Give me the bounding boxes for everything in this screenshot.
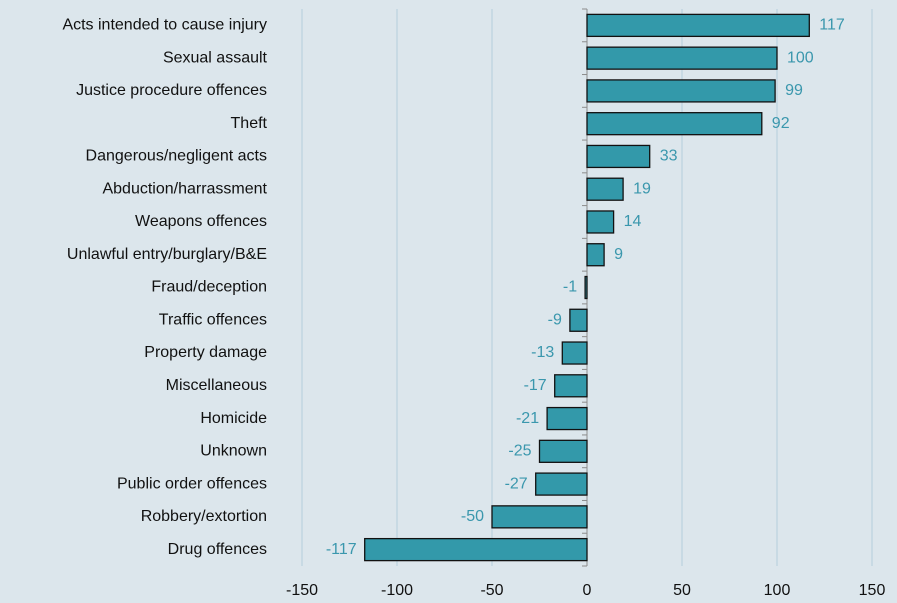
bar bbox=[586, 46, 778, 70]
category-label: Acts intended to cause injury bbox=[62, 17, 267, 34]
value-label: -50 bbox=[461, 508, 484, 525]
category-label: Theft bbox=[231, 115, 268, 132]
value-label: 14 bbox=[624, 213, 642, 230]
value-label: -13 bbox=[531, 344, 554, 361]
bar bbox=[586, 112, 763, 136]
value-label: -25 bbox=[508, 443, 531, 460]
x-tick-label: 50 bbox=[673, 582, 691, 599]
category-label: Drug offences bbox=[168, 541, 267, 558]
bar bbox=[586, 210, 615, 234]
bar bbox=[364, 537, 588, 562]
category-label: Justice procedure offences bbox=[76, 82, 267, 99]
bar bbox=[586, 177, 624, 201]
category-label: Traffic offences bbox=[159, 311, 267, 328]
bar bbox=[586, 144, 651, 169]
value-label: -1 bbox=[563, 279, 577, 296]
x-tick-label: -50 bbox=[480, 582, 503, 599]
value-label: 9 bbox=[614, 246, 623, 263]
x-tick-label: 0 bbox=[583, 582, 592, 599]
value-label: 33 bbox=[660, 148, 678, 165]
bar bbox=[586, 243, 605, 267]
value-label: -21 bbox=[516, 410, 539, 427]
x-tick-label: 150 bbox=[859, 582, 886, 599]
bar bbox=[584, 275, 588, 300]
x-tick-label: -100 bbox=[381, 582, 413, 599]
category-label: Dangerous/negligent acts bbox=[86, 148, 267, 165]
bar bbox=[586, 13, 810, 38]
bar bbox=[569, 308, 588, 332]
category-label: Property damage bbox=[144, 344, 267, 361]
category-label: Public order offences bbox=[117, 475, 267, 492]
x-tick-label: 100 bbox=[764, 582, 791, 599]
category-label: Abduction/harrassment bbox=[102, 180, 267, 197]
bar bbox=[491, 505, 588, 529]
category-label: Weapons offences bbox=[135, 213, 267, 230]
category-label: Unknown bbox=[200, 443, 267, 460]
category-label: Miscellaneous bbox=[166, 377, 267, 394]
value-label: -117 bbox=[326, 541, 357, 558]
bar bbox=[561, 341, 588, 365]
bar bbox=[546, 406, 588, 431]
value-label: -27 bbox=[505, 475, 528, 492]
value-label: 92 bbox=[772, 115, 790, 132]
bar bbox=[586, 79, 776, 103]
x-tick-label: -150 bbox=[286, 582, 318, 599]
category-label: Fraud/deception bbox=[151, 279, 267, 296]
bar bbox=[554, 374, 588, 398]
value-label: -17 bbox=[524, 377, 547, 394]
value-label: 99 bbox=[785, 82, 803, 99]
value-label: 100 bbox=[787, 49, 814, 66]
category-label: Robbery/extortion bbox=[141, 508, 267, 525]
value-label: 19 bbox=[633, 180, 651, 197]
category-label: Sexual assault bbox=[163, 49, 268, 66]
value-label: -9 bbox=[548, 311, 562, 328]
bar bbox=[538, 439, 588, 463]
value-label: 117 bbox=[819, 17, 845, 34]
category-label: Homicide bbox=[200, 410, 267, 427]
bar bbox=[535, 472, 588, 496]
category-label: Unlawful entry/burglary/B&E bbox=[67, 246, 267, 263]
